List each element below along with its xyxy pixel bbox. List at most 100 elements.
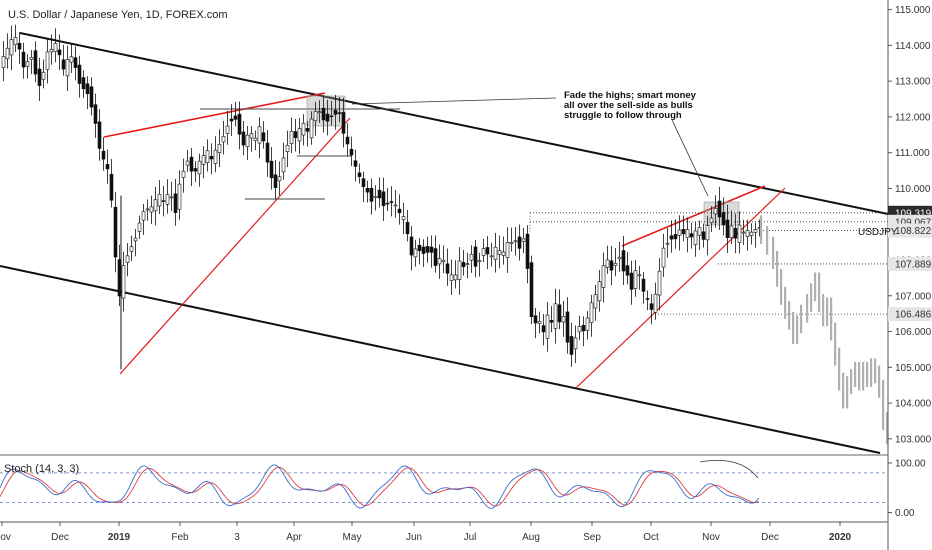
projected-bar bbox=[806, 293, 809, 323]
candle-body bbox=[561, 316, 566, 323]
candle-body bbox=[101, 150, 106, 160]
candle-body bbox=[505, 242, 510, 258]
candle-body bbox=[209, 156, 214, 160]
candle-body bbox=[77, 64, 82, 84]
projected-bar bbox=[776, 251, 779, 287]
candle-body bbox=[85, 83, 90, 94]
candle-body bbox=[281, 157, 286, 173]
candle-body bbox=[97, 121, 102, 149]
time-tick-label: 2019 bbox=[108, 532, 131, 543]
candle-body bbox=[729, 225, 734, 238]
candle-body bbox=[41, 71, 46, 80]
candle-body bbox=[225, 125, 230, 134]
lower-channel-line bbox=[0, 265, 881, 454]
candle-body bbox=[317, 111, 322, 114]
candle-body bbox=[33, 50, 38, 75]
candle-body bbox=[581, 325, 586, 332]
candle-body bbox=[493, 246, 498, 260]
price-tag-bg bbox=[888, 307, 932, 322]
candle-body bbox=[437, 258, 442, 265]
candle-body bbox=[705, 225, 710, 241]
time-tick-label: Nov bbox=[702, 532, 720, 543]
candle-body bbox=[389, 201, 394, 203]
candle-body bbox=[113, 206, 118, 258]
projected-bar bbox=[784, 286, 787, 320]
candle-body bbox=[425, 246, 430, 253]
candle-body bbox=[673, 234, 678, 240]
candle-body bbox=[241, 131, 246, 146]
red-support-line-1 bbox=[119, 117, 351, 375]
candle-body bbox=[637, 274, 642, 277]
projected-bar bbox=[878, 365, 881, 398]
stoch-k-line bbox=[0, 464, 760, 509]
candle-body bbox=[645, 298, 650, 300]
annotation-arrow-1 bbox=[351, 97, 557, 105]
projected-bar bbox=[788, 301, 791, 330]
candle-body bbox=[613, 263, 618, 266]
candle-body bbox=[17, 42, 22, 50]
candle-body bbox=[513, 240, 518, 243]
candle-body bbox=[489, 255, 494, 258]
candle-body bbox=[273, 174, 278, 189]
projected-bar bbox=[796, 315, 799, 345]
projected-bar bbox=[814, 272, 817, 302]
candle-body bbox=[185, 160, 190, 166]
candle-body bbox=[233, 115, 238, 120]
time-tick-label: Dec bbox=[761, 532, 779, 543]
candle-body bbox=[633, 270, 638, 289]
trend-channel-lines bbox=[0, 32, 889, 454]
price-tag-label: 106.486 bbox=[895, 310, 932, 321]
candle-body bbox=[385, 202, 390, 205]
price-tick-label: 105.000 bbox=[895, 363, 932, 374]
candle-body bbox=[617, 256, 622, 260]
candle-body bbox=[265, 142, 270, 163]
candle-body bbox=[293, 131, 298, 139]
candle-body bbox=[145, 208, 150, 211]
candle-body bbox=[109, 174, 114, 201]
candle-body bbox=[325, 113, 330, 122]
candle-body bbox=[229, 118, 234, 122]
candle-body bbox=[741, 231, 746, 234]
candle-body bbox=[433, 248, 438, 266]
price-tick-label: 110.000 bbox=[895, 184, 931, 195]
candle-body bbox=[477, 260, 482, 262]
symbol-label: USDJPY bbox=[858, 227, 898, 238]
projected-bar bbox=[810, 283, 813, 312]
price-tick-label: 112.000 bbox=[895, 112, 931, 123]
annotation-line-3: struggle to follow through bbox=[564, 110, 682, 121]
candle-body bbox=[713, 208, 718, 215]
candle-body bbox=[377, 189, 382, 199]
candle-body bbox=[205, 150, 210, 163]
time-tick-label: Aug bbox=[522, 532, 540, 543]
candle-body bbox=[245, 134, 250, 147]
candle-body bbox=[153, 199, 158, 212]
red-rising-wedge-top-1 bbox=[103, 92, 326, 138]
candle-body bbox=[421, 246, 426, 254]
time-tick-label: 3 bbox=[234, 532, 240, 543]
candle-body bbox=[301, 122, 306, 136]
candle-body bbox=[593, 294, 598, 309]
candle-body bbox=[141, 211, 146, 221]
candle-body bbox=[625, 265, 630, 276]
candle-body bbox=[501, 251, 506, 256]
candle-body bbox=[657, 270, 662, 296]
candle-body bbox=[237, 113, 242, 135]
candle-body bbox=[1, 56, 6, 68]
candle-body bbox=[105, 164, 110, 170]
candle-body bbox=[305, 128, 310, 132]
candle-body bbox=[53, 43, 58, 52]
projected-bar bbox=[862, 361, 865, 391]
candle-body bbox=[473, 246, 478, 267]
candle-body bbox=[349, 148, 354, 156]
projected-bar bbox=[760, 215, 763, 244]
projected-bar bbox=[780, 268, 783, 305]
candle-body bbox=[369, 187, 374, 202]
candle-body bbox=[517, 236, 522, 249]
candle-body bbox=[717, 200, 722, 218]
candle-body bbox=[701, 231, 706, 240]
candle-body bbox=[469, 253, 474, 261]
candle-body bbox=[37, 68, 42, 86]
candle-body bbox=[269, 160, 274, 179]
